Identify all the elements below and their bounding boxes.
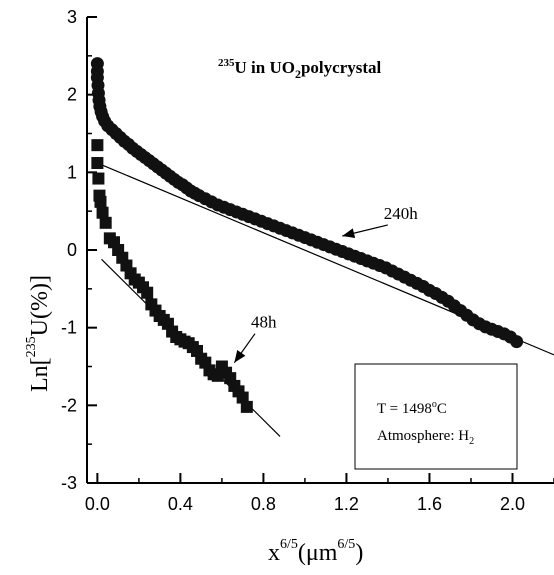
x-tick-label: 1.6 xyxy=(417,494,442,514)
annotation-label: 48h xyxy=(251,313,277,332)
y-tick-label: 2 xyxy=(67,85,77,105)
x-tick-label: 2.0 xyxy=(500,494,525,514)
point-48h xyxy=(94,195,107,208)
inset-frame xyxy=(354,363,518,470)
point-48h xyxy=(236,391,249,404)
annotations: 240h 48h xyxy=(233,204,419,363)
point-48h xyxy=(91,157,104,170)
chart-title: 235U in UO2polycrystal xyxy=(218,57,382,81)
y-tick-label: 0 xyxy=(67,240,77,260)
y-axis-title: Ln[235U(%)] xyxy=(24,275,53,392)
point-48h xyxy=(120,259,133,272)
x-tick-label: 0.8 xyxy=(251,494,276,514)
y-tick-label: 3 xyxy=(67,7,77,27)
point-48h xyxy=(141,286,154,299)
point-48h xyxy=(99,216,112,229)
conditions-inset: T = 1498oC Atmosphere: H2 xyxy=(354,363,518,470)
point-48h xyxy=(91,139,104,152)
point-48h xyxy=(96,206,109,219)
y-tick-label: -3 xyxy=(61,473,77,493)
x-tick-label: 1.2 xyxy=(334,494,359,514)
data-points xyxy=(90,57,524,413)
point-48h xyxy=(92,172,105,185)
point-240h xyxy=(510,335,524,349)
y-tick-label: -2 xyxy=(61,395,77,415)
x-tick-label: 0.4 xyxy=(168,494,193,514)
annotation-arrowhead xyxy=(342,228,356,239)
y-tick-label: -1 xyxy=(61,318,77,338)
x-tick-label: 0.0 xyxy=(85,494,110,514)
annotation-label: 240h xyxy=(384,204,419,223)
y-tick-label: 1 xyxy=(67,162,77,182)
point-48h xyxy=(240,400,253,413)
x-axis-title: x6/5(μm6/5) xyxy=(268,537,363,566)
inset-atmosphere: Atmosphere: H2 xyxy=(377,428,474,447)
annotation-arrowhead xyxy=(234,349,246,363)
inset-temperature: T = 1498oC xyxy=(377,399,447,417)
axes: -3 -2 -1 0 1 2 3 0.0 0.4 0.8 1.2 1.6 2.0 xyxy=(61,7,554,514)
